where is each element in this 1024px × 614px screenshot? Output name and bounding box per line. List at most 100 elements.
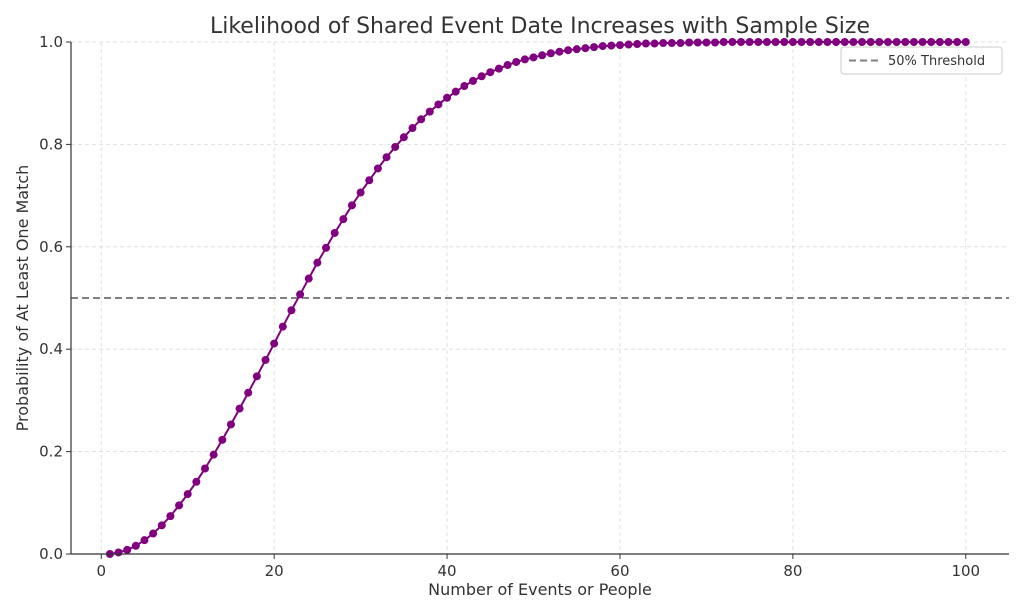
data-point	[909, 38, 918, 46]
data-point	[927, 38, 936, 46]
data-point	[711, 38, 720, 47]
legend-box	[840, 46, 1003, 75]
data-point	[572, 45, 581, 54]
data-point	[313, 258, 322, 267]
data-point	[849, 38, 858, 46]
data-point	[209, 450, 218, 459]
y-axis-label: Probability of At Least One Match	[13, 165, 32, 432]
data-point	[244, 388, 253, 397]
data-point	[201, 464, 209, 473]
data-point	[935, 38, 944, 46]
x-tick-label: 20	[265, 562, 284, 580]
data-point	[114, 548, 123, 557]
data-point	[754, 38, 763, 46]
data-point	[737, 38, 745, 46]
data-point	[322, 243, 331, 252]
data-point	[797, 38, 806, 46]
data-point	[745, 38, 754, 46]
data-point	[538, 51, 547, 60]
data-point	[901, 38, 910, 46]
x-tick-label: 80	[783, 562, 802, 580]
data-point	[339, 215, 348, 224]
legend-threshold-label: 50% Threshold	[888, 54, 985, 69]
data-point	[408, 124, 417, 133]
data-point	[823, 38, 832, 46]
data-point	[953, 38, 962, 46]
data-point	[278, 322, 287, 331]
data-point	[365, 176, 374, 185]
data-point	[840, 38, 849, 46]
tick-labels: 0 20 40 60 80 100 0.0 0.2 0.4 0.6 0.8 1.0	[39, 33, 980, 580]
data-point	[451, 87, 460, 96]
data-point	[235, 404, 244, 413]
data-point	[252, 372, 261, 381]
data-point	[693, 38, 702, 47]
data-point	[183, 490, 192, 499]
data-point	[944, 38, 953, 46]
data-point	[157, 521, 166, 530]
data-point	[806, 38, 815, 46]
data-point	[719, 38, 728, 46]
data-point	[771, 38, 780, 46]
x-tick-label: 100	[951, 562, 980, 580]
data-point	[875, 38, 884, 46]
data-point	[918, 38, 927, 46]
data-point	[425, 107, 434, 116]
data-point	[503, 61, 512, 70]
data-point	[961, 38, 970, 46]
x-tick-label: 0	[96, 562, 106, 580]
data-point	[166, 512, 175, 521]
data-point	[469, 76, 477, 85]
data-point	[581, 44, 590, 53]
data-point	[460, 82, 469, 91]
data-point	[685, 38, 694, 47]
data-point	[434, 100, 443, 109]
data-point	[417, 115, 426, 124]
data-point	[546, 49, 555, 58]
data-point	[192, 477, 201, 486]
legend: 50% Threshold	[840, 46, 1003, 75]
data-point	[555, 47, 564, 56]
data-point	[226, 420, 235, 429]
y-tick-label: 0.8	[39, 135, 63, 153]
x-tick-label: 60	[610, 562, 629, 580]
data-point	[633, 40, 642, 49]
data-point	[123, 545, 132, 554]
data-point	[728, 38, 737, 46]
data-point	[270, 339, 279, 348]
data-point	[832, 38, 841, 46]
data-point	[373, 164, 382, 173]
data-point	[382, 153, 391, 162]
data-point	[858, 38, 867, 46]
x-tick-label: 40	[438, 562, 457, 580]
data-point	[356, 188, 365, 197]
data-point	[650, 39, 659, 48]
data-point	[866, 38, 875, 46]
data-point	[590, 43, 599, 52]
data-point	[892, 38, 901, 46]
data-point	[659, 39, 668, 48]
data-point	[641, 39, 650, 48]
data-point	[494, 64, 503, 73]
data-point	[296, 290, 305, 299]
series-layer	[105, 38, 970, 558]
data-point	[520, 55, 529, 64]
data-point	[347, 201, 356, 210]
y-tick-label: 0.4	[39, 340, 63, 358]
data-point	[762, 38, 771, 46]
data-point	[175, 501, 184, 510]
data-point	[529, 53, 538, 62]
data-point	[883, 38, 892, 46]
data-point	[788, 38, 797, 46]
data-point	[615, 41, 624, 50]
data-point	[814, 38, 823, 46]
data-point	[624, 40, 633, 49]
data-point	[564, 46, 573, 55]
data-point	[780, 38, 789, 46]
series-line	[109, 41, 966, 555]
y-tick-label: 1.0	[39, 33, 63, 51]
data-point	[391, 142, 400, 151]
x-axis-label: Number of Events or People	[428, 580, 652, 599]
data-point	[598, 42, 607, 51]
